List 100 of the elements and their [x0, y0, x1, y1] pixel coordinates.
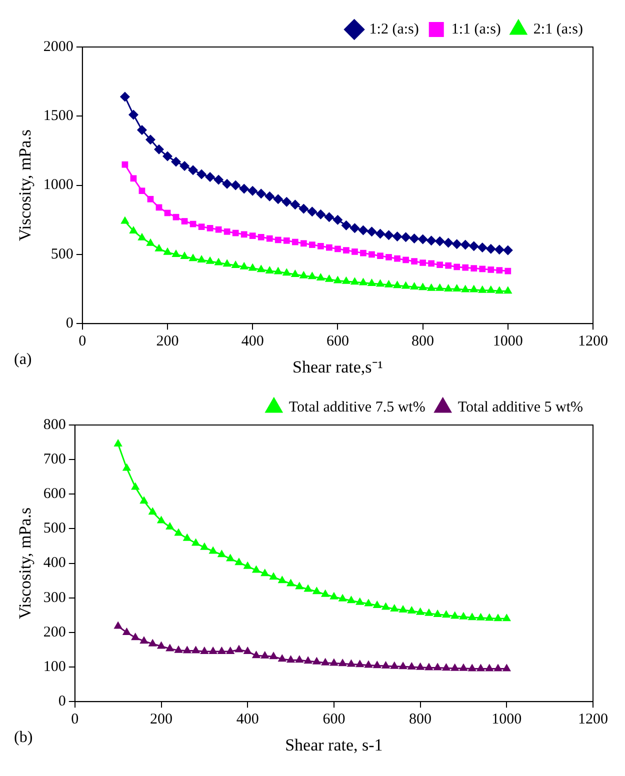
- point: [334, 246, 341, 252]
- point: [452, 239, 462, 250]
- point: [197, 254, 206, 262]
- point: [377, 252, 384, 260]
- point: [318, 242, 324, 250]
- point: [300, 240, 307, 247]
- point: [470, 284, 478, 292]
- point: [468, 612, 476, 620]
- point: [146, 238, 155, 246]
- point: [243, 646, 252, 654]
- y-tick-label: 2000: [43, 38, 74, 55]
- point: [252, 650, 261, 658]
- point: [372, 660, 382, 668]
- point: [411, 258, 418, 265]
- point: [205, 172, 216, 182]
- point: [390, 661, 399, 669]
- point: [444, 284, 453, 292]
- point: [454, 264, 460, 270]
- point: [364, 660, 373, 668]
- y-tick-label: 1500: [43, 108, 74, 124]
- point: [398, 662, 408, 670]
- y-tick-label: 200: [43, 624, 66, 640]
- point: [420, 260, 426, 266]
- y-tick-label: 100: [43, 658, 66, 675]
- point: [191, 646, 200, 654]
- point: [398, 604, 408, 612]
- point: [330, 592, 338, 600]
- point: [145, 134, 156, 145]
- point: [278, 576, 286, 584]
- y-tick-label: 700: [43, 452, 66, 468]
- legend-label: Total additive 5 wt%: [458, 399, 583, 416]
- x-axis-title: Shear rate, s-1: [285, 735, 383, 754]
- point: [304, 656, 312, 664]
- point: [239, 184, 250, 194]
- point: [122, 627, 132, 635]
- point: [274, 236, 282, 244]
- point: [298, 204, 309, 214]
- point: [502, 664, 511, 672]
- point: [452, 284, 462, 292]
- point: [188, 254, 198, 262]
- point: [234, 558, 244, 566]
- point: [488, 266, 494, 273]
- point: [136, 124, 147, 135]
- point: [243, 561, 252, 569]
- point: [366, 226, 377, 237]
- y-tick-label: 800: [43, 416, 66, 433]
- point: [450, 611, 460, 619]
- point: [486, 244, 496, 254]
- point: [222, 259, 232, 267]
- legend-label: 2:1 (a:s): [533, 21, 584, 38]
- y-tick-label: 0: [58, 694, 66, 710]
- point: [320, 658, 330, 666]
- point: [356, 597, 364, 605]
- point: [494, 664, 502, 672]
- point: [502, 245, 513, 256]
- point: [308, 242, 316, 248]
- point: [450, 663, 460, 671]
- x-tick-label: 800: [412, 334, 434, 350]
- point: [128, 110, 138, 120]
- x-tick-label: 1000: [492, 712, 522, 728]
- legend-label: 1:1 (a:s): [451, 21, 501, 38]
- y-tick-label: 0: [66, 316, 74, 332]
- point: [290, 200, 300, 210]
- point: [424, 662, 434, 670]
- point: [392, 231, 402, 242]
- point: [402, 256, 409, 264]
- point: [502, 614, 511, 622]
- point: [148, 638, 157, 646]
- x-tick-label: 200: [150, 712, 172, 728]
- point: [341, 220, 352, 230]
- point: [372, 600, 382, 608]
- point: [346, 596, 356, 604]
- point: [459, 663, 468, 671]
- point: [376, 279, 385, 287]
- point: [154, 144, 164, 154]
- x-tick-label: 1200: [578, 334, 608, 350]
- point: [330, 658, 338, 666]
- point: [217, 550, 226, 558]
- point: [418, 234, 428, 244]
- x-tick-label: 600: [322, 712, 346, 728]
- point: [258, 234, 264, 240]
- point: [424, 608, 434, 616]
- point: [240, 262, 248, 270]
- point: [278, 654, 286, 662]
- point: [138, 232, 146, 240]
- point: [172, 214, 180, 220]
- y-tick-label: 500: [50, 246, 74, 262]
- x-axis-title: Shear rate,s⁻¹: [292, 357, 383, 376]
- point: [292, 238, 298, 246]
- point: [166, 644, 174, 652]
- point: [269, 572, 278, 580]
- point: [200, 646, 209, 654]
- point: [180, 160, 190, 171]
- point: [360, 250, 366, 256]
- point: [248, 263, 257, 271]
- point: [485, 613, 494, 621]
- point: [394, 255, 400, 262]
- point: [485, 664, 494, 672]
- y-tick-label: 400: [43, 555, 66, 572]
- point: [304, 584, 312, 592]
